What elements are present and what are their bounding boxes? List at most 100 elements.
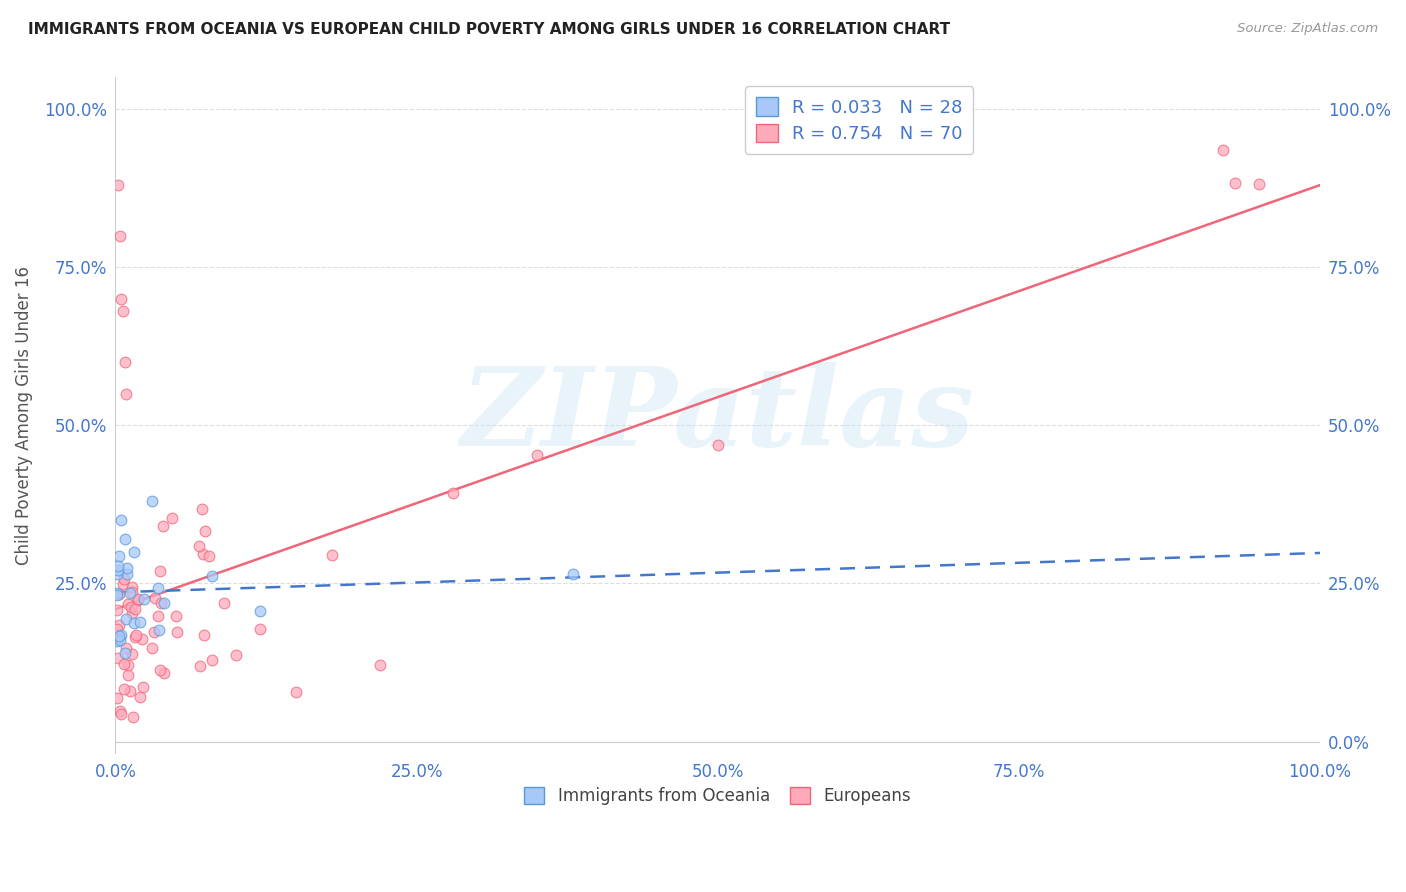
Text: IMMIGRANTS FROM OCEANIA VS EUROPEAN CHILD POVERTY AMONG GIRLS UNDER 16 CORRELATI: IMMIGRANTS FROM OCEANIA VS EUROPEAN CHIL… [28, 22, 950, 37]
Point [105, 634, 128, 648]
Point [149, 663, 172, 677]
Point [114, 640, 136, 655]
Point [131, 632, 153, 646]
Point [107, 651, 129, 665]
Point [115, 612, 138, 626]
Point [121, 580, 143, 594]
Point [131, 680, 153, 694]
Point [108, 618, 131, 632]
Point [117, 597, 139, 611]
Point [117, 668, 139, 682]
Point [148, 623, 170, 637]
Point [166, 624, 188, 639]
Point [441, 485, 464, 500]
Point [198, 549, 221, 563]
Point [105, 586, 128, 600]
Point [105, 690, 128, 705]
Point [152, 519, 174, 533]
Point [120, 585, 142, 599]
Point [107, 178, 129, 192]
Point [112, 573, 135, 587]
Point [108, 549, 131, 564]
Point [141, 494, 163, 508]
Point [285, 685, 308, 699]
Point [107, 558, 129, 573]
Point [107, 563, 129, 577]
Point [111, 304, 134, 318]
Point [188, 658, 211, 673]
Point [146, 609, 169, 624]
Point [108, 704, 131, 718]
Point [121, 710, 143, 724]
Point [118, 683, 141, 698]
Point [127, 592, 149, 607]
Point [114, 646, 136, 660]
Point [1249, 177, 1271, 191]
Point [114, 355, 136, 369]
Point [108, 633, 131, 648]
Point [117, 657, 139, 672]
Point [162, 511, 184, 525]
Point [150, 596, 173, 610]
Point [201, 569, 224, 583]
Point [124, 602, 146, 616]
Point [1212, 143, 1234, 157]
Point [112, 681, 135, 696]
Point [120, 600, 142, 615]
Point [105, 588, 128, 602]
Point [134, 591, 156, 606]
Point [110, 707, 132, 722]
Point [115, 567, 138, 582]
Point [121, 647, 143, 661]
Point [141, 640, 163, 655]
Point [125, 628, 148, 642]
Point [127, 593, 149, 607]
Y-axis label: Child Poverty Among Girls Under 16: Child Poverty Among Girls Under 16 [15, 267, 32, 566]
Point [165, 609, 187, 624]
Point [121, 585, 143, 599]
Point [121, 606, 143, 620]
Point [110, 292, 132, 306]
Point [110, 513, 132, 527]
Point [562, 566, 585, 581]
Point [152, 596, 174, 610]
Point [194, 524, 217, 539]
Point [114, 532, 136, 546]
Point [112, 576, 135, 591]
Point [122, 545, 145, 559]
Point [105, 603, 128, 617]
Text: Source: ZipAtlas.com: Source: ZipAtlas.com [1237, 22, 1378, 36]
Point [110, 628, 132, 642]
Point [212, 596, 235, 610]
Point [188, 539, 211, 553]
Point [146, 581, 169, 595]
Point [191, 547, 214, 561]
Point [370, 657, 392, 672]
Point [321, 548, 343, 562]
Point [225, 648, 247, 662]
Point [115, 561, 138, 575]
Point [124, 630, 146, 644]
Point [108, 587, 131, 601]
Point [112, 657, 135, 672]
Text: ZIPatlas: ZIPatlas [461, 362, 974, 469]
Point [105, 622, 128, 636]
Point [115, 386, 138, 401]
Point [201, 653, 224, 667]
Point [128, 615, 150, 630]
Point [107, 632, 129, 646]
Point [190, 502, 212, 516]
Point [129, 690, 152, 704]
Point [249, 604, 271, 618]
Legend: Immigrants from Oceania, Europeans: Immigrants from Oceania, Europeans [516, 779, 920, 814]
Point [249, 622, 271, 636]
Point [1225, 177, 1247, 191]
Point [142, 625, 165, 640]
Point [105, 566, 128, 581]
Point [149, 564, 172, 578]
Point [153, 665, 176, 680]
Point [110, 228, 132, 243]
Point [193, 628, 215, 642]
Point [124, 615, 146, 630]
Point [706, 438, 728, 452]
